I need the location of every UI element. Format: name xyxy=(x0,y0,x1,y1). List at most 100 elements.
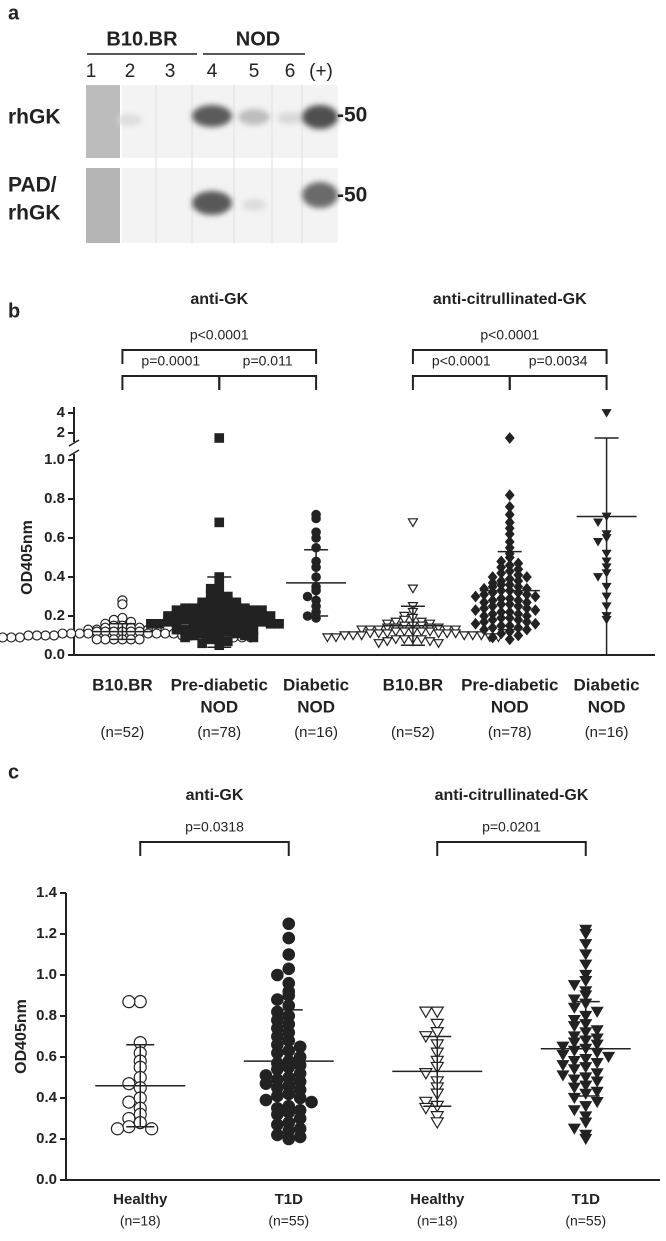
data-point xyxy=(151,628,162,639)
p-value: p<0.0001 xyxy=(480,327,539,343)
data-point xyxy=(274,618,284,629)
data-point xyxy=(407,518,419,528)
data-point xyxy=(556,1049,570,1061)
data-point xyxy=(479,623,489,636)
data-point xyxy=(567,1056,581,1068)
y-axis-title: OD405nm xyxy=(19,520,36,595)
axis-break xyxy=(68,449,80,457)
data-point xyxy=(40,630,51,641)
error-bar xyxy=(594,437,619,656)
n-label: (n=78) xyxy=(488,724,532,741)
data-point xyxy=(398,615,410,626)
data-point xyxy=(142,628,154,639)
data-point xyxy=(100,634,111,645)
data-point xyxy=(338,631,351,641)
data-point xyxy=(381,637,393,647)
comparison-bracket xyxy=(218,375,318,390)
data-point xyxy=(504,432,515,444)
data-point xyxy=(390,627,402,637)
data-point xyxy=(14,632,25,643)
data-point xyxy=(83,628,94,639)
data-point xyxy=(311,513,321,524)
category-label: T1D xyxy=(275,1191,304,1208)
data-point xyxy=(521,623,532,636)
data-point xyxy=(259,1093,273,1107)
y-axis-title: OD405nm xyxy=(13,999,30,1074)
data-point xyxy=(110,1122,125,1136)
data-point xyxy=(373,629,385,639)
category-label: B10.BR xyxy=(383,675,443,694)
data-point xyxy=(556,1070,570,1082)
data-point xyxy=(593,573,604,582)
data-point xyxy=(305,1095,318,1109)
data-point xyxy=(433,629,445,639)
data-point xyxy=(321,633,333,643)
data-point xyxy=(223,626,233,637)
data-point xyxy=(430,1018,445,1031)
comparison-bracket xyxy=(411,349,608,364)
p-value: p=0.0001 xyxy=(141,353,200,369)
data-point xyxy=(154,618,165,629)
data-point xyxy=(146,618,156,629)
data-point xyxy=(530,604,541,617)
category-label: NOD xyxy=(200,697,238,716)
category-label: T1D xyxy=(572,1191,601,1208)
group-title: anti-GK xyxy=(190,291,248,308)
size-marker: -50 xyxy=(337,104,367,127)
data-point xyxy=(302,591,313,602)
data-point xyxy=(470,604,481,617)
data-point xyxy=(521,571,532,583)
data-point xyxy=(567,1105,581,1117)
data-point xyxy=(418,1096,433,1109)
data-point xyxy=(567,1037,581,1049)
comparison-bracket xyxy=(121,375,221,390)
data-point xyxy=(579,969,593,981)
y-tick-label: 0.6 xyxy=(44,529,65,546)
data-point xyxy=(567,1021,581,1033)
category-label: Diabetic xyxy=(574,675,640,694)
y-tick-label: 1.2 xyxy=(36,925,57,942)
n-label: (n=55) xyxy=(565,1213,606,1229)
data-point xyxy=(567,1074,581,1086)
data-point xyxy=(590,1068,604,1080)
category-label: Pre-diabetic xyxy=(171,675,268,694)
data-point xyxy=(74,628,85,639)
data-point xyxy=(513,629,524,642)
data-point xyxy=(590,1047,604,1059)
comparison-bracket xyxy=(436,841,587,856)
y-tick-label: 2 xyxy=(57,424,65,441)
data-point xyxy=(293,1130,307,1144)
data-point xyxy=(214,517,225,528)
error-bar xyxy=(207,576,232,648)
category-label: Healthy xyxy=(113,1191,168,1208)
data-point xyxy=(122,1095,136,1109)
data-point xyxy=(197,638,207,649)
data-point xyxy=(567,1014,581,1027)
data-point xyxy=(133,995,147,1009)
p-value: p<0.0001 xyxy=(432,353,491,369)
data-point xyxy=(418,1102,433,1115)
data-point xyxy=(271,1089,284,1103)
p-value: p=0.0201 xyxy=(482,819,541,835)
data-point xyxy=(579,928,593,940)
category-label: Diabetic xyxy=(283,675,349,694)
data-point xyxy=(117,599,128,610)
p-value: p=0.0318 xyxy=(185,819,244,835)
y-tick-label: 1.0 xyxy=(36,966,57,983)
row-label: rhGK xyxy=(8,106,61,129)
data-point xyxy=(567,1031,581,1043)
band xyxy=(192,191,232,215)
group-label: B10.BR xyxy=(106,28,178,50)
n-label: (n=78) xyxy=(197,724,241,741)
data-point xyxy=(48,630,60,641)
data-point xyxy=(441,629,453,639)
data-point xyxy=(282,948,296,961)
lane-label: 5 xyxy=(249,61,260,82)
data-point xyxy=(0,632,8,643)
y-tick-label: 0.2 xyxy=(44,607,65,624)
comparison-bracket xyxy=(508,375,608,390)
data-point xyxy=(567,1045,581,1057)
data-point xyxy=(134,634,145,645)
